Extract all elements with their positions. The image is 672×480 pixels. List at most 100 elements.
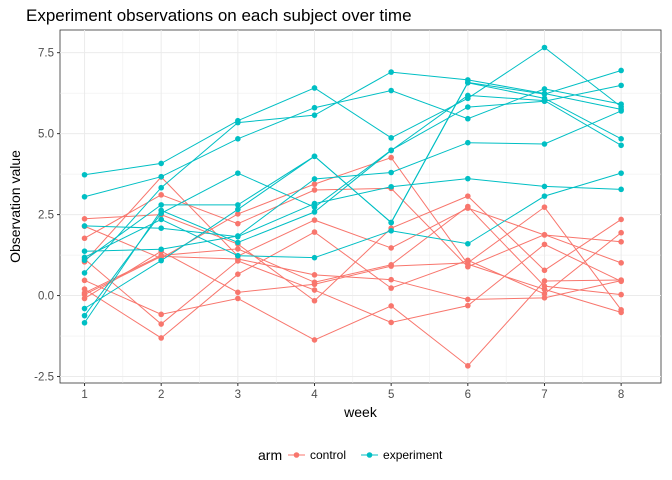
data-point xyxy=(388,135,394,141)
data-point xyxy=(465,240,471,247)
x-axis-label: week xyxy=(343,404,378,420)
data-point xyxy=(81,171,88,178)
series-line xyxy=(84,94,622,324)
data-point xyxy=(465,203,471,210)
data-point xyxy=(158,184,164,191)
data-point xyxy=(158,202,164,208)
data-point xyxy=(81,235,88,242)
series-line xyxy=(84,157,622,313)
data-point xyxy=(465,363,471,369)
data-point xyxy=(541,141,548,147)
data-point xyxy=(618,67,624,74)
data-point xyxy=(388,285,394,291)
data-point xyxy=(235,206,241,213)
series-experiment-14 xyxy=(81,82,624,319)
data-point xyxy=(81,295,88,302)
x-tick-label: 1 xyxy=(81,389,87,401)
x-tick-label: 7 xyxy=(541,389,547,401)
data-point xyxy=(618,136,624,142)
data-point xyxy=(618,170,624,176)
legend-item-experiment: experiment xyxy=(361,448,443,462)
data-point xyxy=(541,44,548,51)
data-point xyxy=(388,245,394,251)
data-point xyxy=(541,95,548,102)
data-point xyxy=(388,147,394,153)
data-point xyxy=(81,286,88,292)
plot-panel xyxy=(59,29,662,384)
legend-label: experiment xyxy=(383,448,443,462)
legend-title: arm xyxy=(258,447,282,463)
data-point xyxy=(235,289,241,296)
data-point xyxy=(541,295,548,301)
data-point xyxy=(235,211,241,217)
data-point xyxy=(311,181,318,187)
series-line xyxy=(84,178,622,238)
chart-title: Experiment observations on each subject … xyxy=(26,6,412,25)
data-point xyxy=(465,261,471,267)
data-point xyxy=(618,142,624,149)
series-line xyxy=(84,172,622,259)
data-point xyxy=(618,239,624,245)
data-point xyxy=(541,291,548,297)
data-point xyxy=(158,335,164,341)
data-point xyxy=(311,229,318,235)
x-tick-label: 6 xyxy=(465,389,471,401)
data-point xyxy=(311,176,318,182)
data-point xyxy=(81,193,88,200)
data-point xyxy=(465,175,471,182)
series-line xyxy=(84,195,622,302)
data-point xyxy=(388,87,394,94)
data-point xyxy=(81,257,88,264)
data-point xyxy=(311,104,318,111)
series-control-10 xyxy=(81,154,624,316)
data-point xyxy=(388,276,394,283)
data-point xyxy=(235,202,241,208)
y-tick-label: 0.0 xyxy=(38,291,54,303)
series-control-1 xyxy=(81,229,624,341)
data-point xyxy=(388,261,394,268)
data-point xyxy=(235,233,241,239)
data-point xyxy=(541,286,548,293)
data-point xyxy=(235,117,241,124)
legend: arm control experiment xyxy=(258,447,443,463)
y-tick-label: 2.5 xyxy=(38,210,54,222)
data-point xyxy=(235,295,241,302)
data-point xyxy=(541,267,548,274)
data-point xyxy=(158,173,164,180)
data-point xyxy=(541,204,548,210)
data-point xyxy=(235,246,241,252)
data-point xyxy=(541,278,548,284)
data-point xyxy=(311,187,318,193)
data-point xyxy=(541,86,548,92)
data-point xyxy=(465,104,471,110)
data-point xyxy=(618,82,624,89)
data-point xyxy=(618,260,624,266)
data-point xyxy=(311,287,318,293)
data-point xyxy=(541,193,548,199)
data-point xyxy=(158,246,164,253)
data-point xyxy=(235,252,241,259)
x-tick-label: 5 xyxy=(388,389,394,401)
series-line xyxy=(84,279,622,367)
data-point xyxy=(618,108,624,114)
legend-item-control: control xyxy=(288,448,346,462)
data-point xyxy=(81,290,88,296)
data-point xyxy=(465,95,471,102)
series-line xyxy=(84,206,622,311)
data-point xyxy=(311,297,318,304)
series-line xyxy=(84,231,622,339)
data-point xyxy=(311,85,318,91)
data-point xyxy=(81,277,88,284)
data-point xyxy=(388,303,394,309)
data-point xyxy=(311,112,318,118)
series-line xyxy=(84,176,622,263)
data-point xyxy=(158,192,164,198)
data-point xyxy=(311,204,318,210)
data-point xyxy=(465,79,471,86)
series-experiment-17 xyxy=(81,170,624,261)
data-point xyxy=(618,277,624,284)
x-tick-label: 3 xyxy=(235,389,241,401)
series-line xyxy=(84,71,622,274)
data-point xyxy=(158,257,164,264)
data-point xyxy=(465,115,471,122)
